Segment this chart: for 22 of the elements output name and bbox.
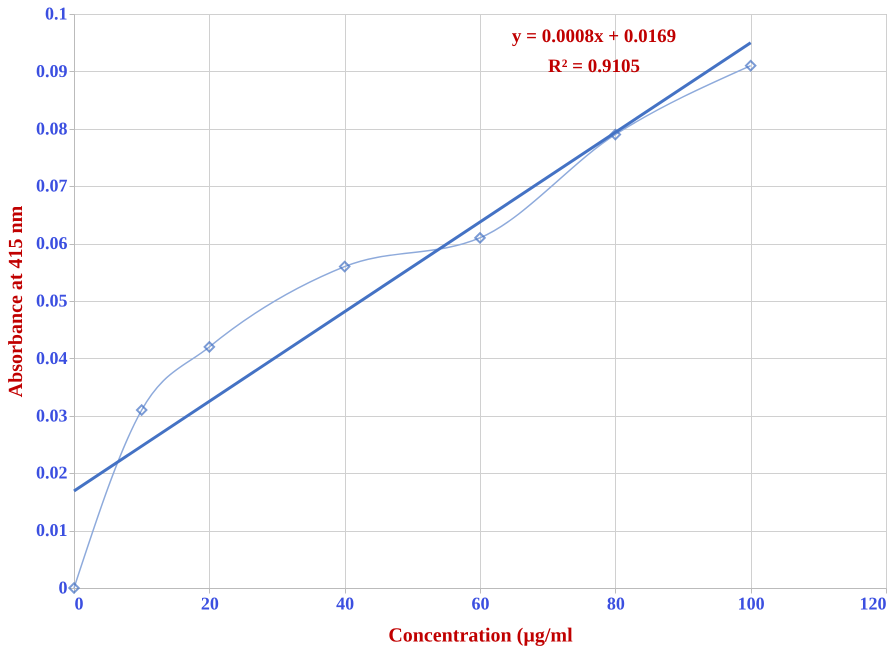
y-tick-label: 0.02 (36, 462, 68, 483)
y-tick-label: 0.04 (36, 348, 68, 368)
x-tick-label: 20 (200, 594, 219, 614)
y-tick-label: 0.03 (36, 405, 68, 426)
y-tick-label: 0.09 (36, 60, 68, 81)
y-tick-label: 0 (58, 578, 68, 598)
x-tick-label: 60 (472, 594, 490, 614)
y-tick-label: 0.01 (36, 520, 68, 540)
y-tick-label: 0.1 (45, 4, 68, 24)
y-tick-label: 0.07 (36, 176, 68, 196)
annotation: R² = 0.9105 (548, 56, 640, 77)
x-tick-label: 40 (336, 594, 354, 614)
annotation: y = 0.0008x + 0.0169 (512, 26, 676, 47)
x-tick-label: 80 (606, 594, 625, 614)
y-tick-label: 0.08 (36, 118, 68, 138)
x-tick-label: 120 (860, 594, 886, 614)
y-tick-label: 0.05 (36, 290, 68, 310)
y-axis-title: Absorbance at 415 nm (5, 205, 27, 398)
x-tick-label: 100 (738, 594, 765, 614)
x-axis-title: Concentration (µg/ml (388, 624, 574, 646)
y-tick-label: 0.06 (36, 233, 68, 254)
x-tick-label: 0 (74, 594, 84, 614)
